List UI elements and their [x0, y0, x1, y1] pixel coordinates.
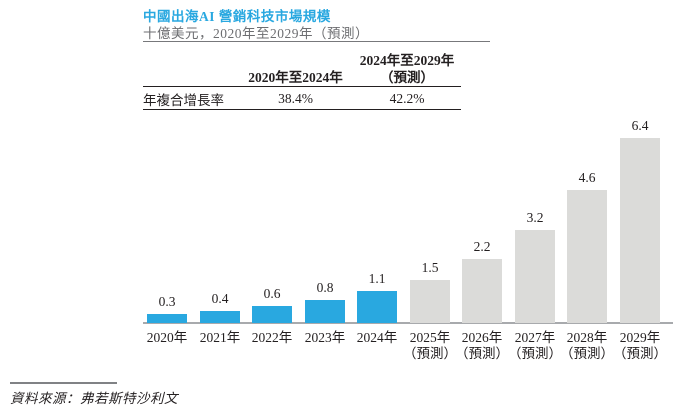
- x-axis-line: [143, 322, 673, 324]
- cagr-value-2024-2029: 42.2%: [353, 87, 461, 110]
- bar-2023年: [305, 300, 345, 323]
- x-axis-label: 2023年: [304, 330, 346, 345]
- x-axis-label: 2021年: [199, 330, 241, 345]
- source-text: 資料來源：弗若斯特沙利文: [10, 391, 178, 406]
- bar-value-label: 1.1: [368, 271, 386, 286]
- bar-2025年: [410, 280, 450, 323]
- bar-value-label: 6.4: [631, 118, 649, 133]
- x-axis-sublabel: （預測）: [613, 346, 667, 361]
- bar-2024年: [357, 291, 397, 323]
- x-axis-label: 2028年 （預測）: [560, 330, 614, 361]
- bar-2020年: [147, 314, 187, 323]
- bar-value-label: 2.2: [473, 239, 491, 254]
- cagr-header-line: （預測）: [380, 70, 434, 85]
- x-axis-label: 2027年 （預測）: [508, 330, 562, 361]
- x-axis-sublabel: （預測）: [455, 346, 509, 361]
- x-axis-label: 2026年 （預測）: [455, 330, 509, 361]
- bar-2021年: [200, 311, 240, 323]
- bar-chart: 0.3 2020年 0.4 2021年 0.6 2022年 0.8 2023年 1.1 2024年…: [0, 110, 673, 370]
- bar-2026年: [462, 259, 502, 323]
- cagr-header-2024-2029: 2024年至2029年 （預測）: [353, 46, 461, 87]
- bar-value-label: 1.5: [421, 260, 439, 275]
- bar-2027年: [515, 230, 555, 323]
- cagr-value-2020-2024: 38.4%: [238, 87, 353, 110]
- x-axis-sublabel: （預測）: [508, 346, 562, 361]
- bar-value-label: 3.2: [526, 210, 544, 225]
- chart-subtitle: 十億美元，2020年至2029年（預測）: [143, 26, 369, 41]
- header-divider: [143, 41, 490, 42]
- chart-title: 中國出海AI 營銷科技市場規模: [143, 9, 331, 24]
- bar-2028年: [567, 190, 607, 323]
- bar-value-label: 0.8: [316, 280, 334, 295]
- x-axis-label: 2024年: [356, 330, 398, 345]
- bar-value-label: 0.6: [263, 286, 281, 301]
- cagr-row-label: 年複合增長率: [143, 87, 238, 110]
- cagr-header-2020-2024: 2020年至2024年: [238, 46, 353, 87]
- x-axis-label: 2022年: [251, 330, 293, 345]
- x-axis-sublabel: （預測）: [560, 346, 614, 361]
- bar-2022年: [252, 306, 292, 323]
- bar-value-label: 4.6: [578, 170, 596, 185]
- cagr-table: 2020年至2024年 2024年至2029年 （預測） 年複合增長率 38.4…: [143, 46, 461, 110]
- cagr-header-line: 2020年至2024年: [248, 70, 343, 85]
- cagr-header-empty: [143, 46, 238, 87]
- x-axis-label: 2025年 （預測）: [403, 330, 457, 361]
- bar-value-label: 0.4: [211, 291, 229, 306]
- source-divider: [10, 382, 117, 384]
- x-axis-label: 2020年: [146, 330, 188, 345]
- x-axis-label: 2029年 （預測）: [613, 330, 667, 361]
- bar-value-label: 0.3: [158, 294, 176, 309]
- cagr-header-line: 2024年至2029年: [359, 53, 455, 68]
- bar-2029年: [620, 138, 660, 323]
- x-axis-sublabel: （預測）: [403, 346, 457, 361]
